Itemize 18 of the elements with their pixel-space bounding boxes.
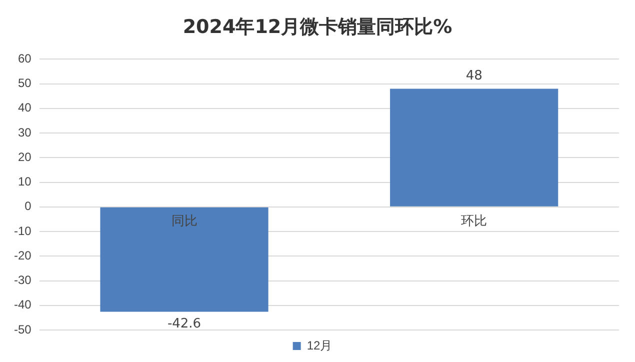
chart-title: 2024年12月微卡销量同环比%	[182, 15, 454, 40]
y-tick-label: 60	[18, 52, 32, 66]
y-tick-label: -30	[14, 273, 32, 288]
data-label: -42.6	[167, 316, 202, 332]
y-tick-label: 50	[18, 76, 32, 90]
y-tick-label: 10	[18, 174, 32, 189]
y-tick-label: 30	[18, 125, 32, 140]
legend-label: 12月	[306, 338, 332, 352]
x-tick-label: 同比	[171, 214, 198, 229]
x-tick-label: 环比	[461, 214, 488, 229]
y-tick-label: -50	[14, 322, 32, 336]
y-tick-label: -10	[14, 224, 32, 238]
y-tick-label: -20	[14, 248, 32, 262]
y-tick-label: 40	[18, 100, 32, 115]
y-tick-label: -40	[14, 298, 32, 312]
data-label: 48	[466, 68, 482, 84]
y-tick-label: 0	[24, 199, 32, 214]
y-tick-label: 20	[18, 150, 32, 164]
